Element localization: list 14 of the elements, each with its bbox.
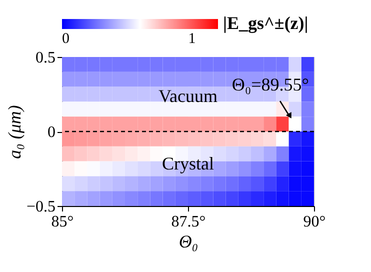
x-tick-label: 87.5° [171,214,206,230]
annotation: Crystal [162,153,214,174]
color-bar-label: 1 [188,31,196,47]
y-tick-label: 0 [48,124,56,141]
y-tick-label: −0.5 [26,198,56,216]
x-axis-title: Θ₀ [178,232,198,252]
color-bar-label: 0 [62,31,70,47]
annotation: Θ₀=89.55° [232,74,309,94]
y-tick-label: 0.5 [36,50,56,66]
x-tick-label: 90° [303,214,326,230]
y-axis-title: a₀ (μm) [4,105,24,159]
x-tick-label: 85° [51,214,74,230]
annotation: Vacuum [158,86,218,106]
color-bar-title: |E_gs^±(z)| [223,13,308,33]
